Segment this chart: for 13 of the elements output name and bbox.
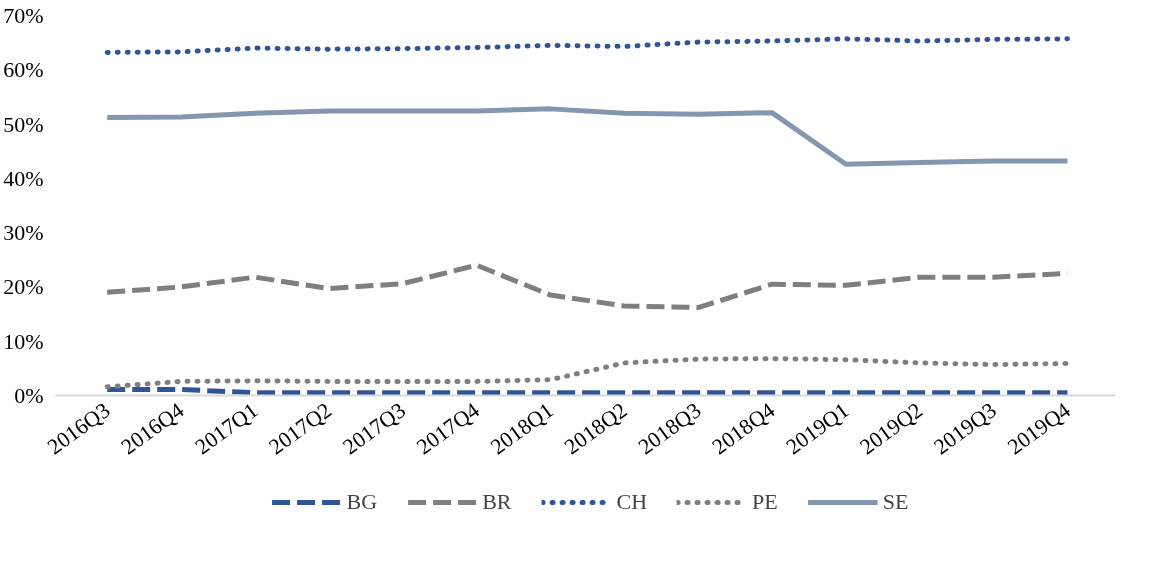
y-tick-label: 70% [3, 3, 44, 28]
y-tick-label: 60% [3, 57, 44, 83]
legend-label: CH [616, 489, 648, 515]
y-tick-label: 0% [14, 383, 44, 408]
y-tick-label: 30% [3, 220, 44, 246]
y-tick-label: 50% [3, 111, 44, 137]
legend-label: BR [482, 489, 512, 515]
legend-label: PE [752, 489, 778, 515]
y-tick-label: 40% [3, 165, 44, 191]
y-tick-label: 20% [3, 274, 44, 300]
legend-label: SE [882, 489, 909, 515]
y-tick-label: 10% [3, 328, 44, 354]
legend-label: BG [346, 489, 378, 515]
